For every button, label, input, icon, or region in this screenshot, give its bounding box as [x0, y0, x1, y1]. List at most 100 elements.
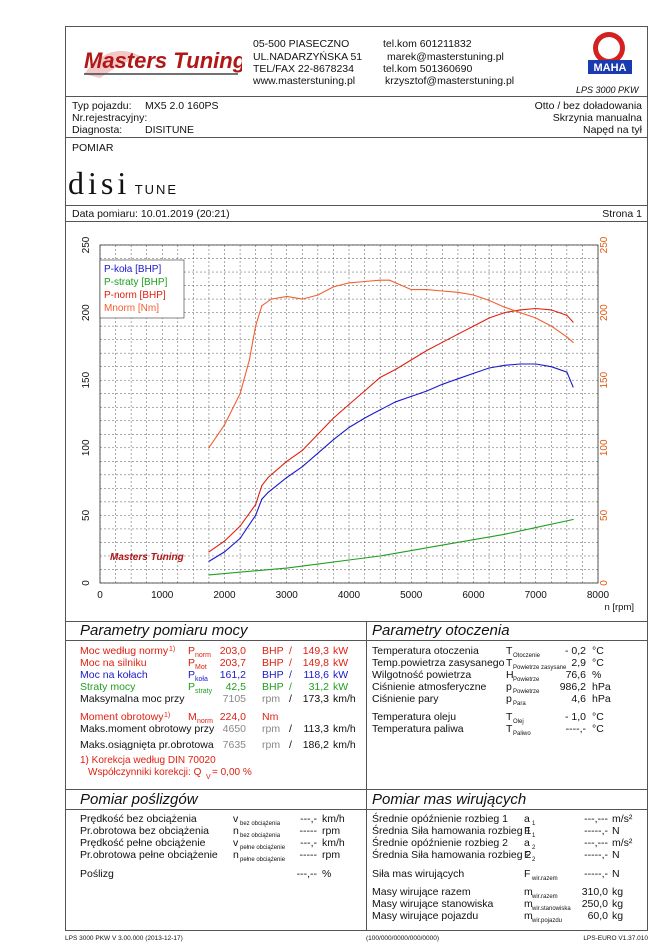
power-symbol: P — [188, 645, 196, 657]
series-point — [519, 309, 521, 311]
series-point — [332, 439, 335, 441]
series-point — [535, 317, 537, 319]
series-point — [410, 395, 412, 398]
series-point — [441, 544, 443, 546]
slip-symbol-sub: pełne obciążenie — [240, 845, 286, 851]
series-point — [426, 390, 428, 392]
power-row-label: Moc na silniku — [80, 657, 147, 669]
max_rpm-label: Maks.osiągnięta pr.obrotowa — [80, 739, 214, 751]
slip-title: Pomiar poślizgów — [80, 791, 198, 808]
series-point — [472, 294, 475, 296]
ambient-symbol-sub: Olej — [513, 719, 524, 725]
power-unit-1: BHP — [262, 645, 284, 657]
x-tick-label: 6000 — [462, 590, 485, 601]
y-tick-label-right: 150 — [599, 371, 610, 388]
power-unit-2: km/h — [333, 693, 356, 705]
mass-symbol: a — [524, 813, 530, 825]
series-point — [223, 540, 226, 542]
series-point — [379, 409, 381, 411]
separator: / — [289, 723, 292, 735]
power-params-title: Parametry pomiaru mocy — [80, 622, 248, 639]
series-point — [286, 476, 288, 479]
slip-label: Prędkość bez obciążenia — [80, 813, 197, 825]
brand-sub: TUNE — [134, 182, 179, 197]
ambient-symbol-sub: Para — [513, 701, 526, 707]
series-point — [267, 476, 269, 479]
address-line-4[interactable]: www.masterstuning.pl — [253, 75, 356, 87]
ambient-value: - 0,2 — [564, 645, 586, 657]
power-symbol-sub: koła — [195, 676, 208, 683]
footnote-marker: 1) — [169, 646, 176, 653]
vehicle-type-value: MX5 2.0 160PS — [145, 100, 219, 112]
mass-label: Średnia Siła hamowania rozbieg 2 — [372, 849, 532, 861]
series-point — [550, 366, 552, 368]
series-point — [239, 537, 241, 539]
contact-line-2[interactable]: marek@masterstuning.pl — [387, 51, 504, 63]
max_rpm-value-1: 7635 — [222, 739, 246, 751]
ambient-unit: hPa — [592, 681, 611, 693]
series-point — [395, 282, 397, 284]
mass-symbol-sub: wir.razem — [532, 894, 558, 900]
mass-symbol: F — [524, 849, 531, 861]
ambient-symbol-sub: Powietrze zasysane — [513, 665, 567, 671]
series-point — [301, 449, 303, 452]
divider — [65, 205, 648, 206]
correction-note: 1) Korekcja według DIN 70020 — [80, 755, 216, 766]
series-point — [472, 539, 475, 541]
series-point — [472, 325, 475, 327]
series-point — [566, 314, 568, 316]
measurement-date: Data pomiaru: 10.01.2019 (20:21) — [72, 208, 230, 220]
mass-value: ---,--- — [584, 813, 608, 825]
series-point — [441, 290, 443, 292]
divider — [366, 621, 367, 789]
series-point — [348, 282, 350, 284]
divider — [65, 789, 648, 790]
mass-unit: kg — [612, 910, 624, 922]
power-value-2: 149,8 — [302, 657, 329, 669]
slip-symbol: n — [233, 825, 239, 837]
series-point — [488, 317, 490, 319]
power-value-1: 42,5 — [225, 681, 246, 693]
masters-tuning-logo: Masters Tuning — [84, 48, 247, 78]
ambient-symbol: T — [506, 723, 513, 735]
mass-symbol: m — [524, 886, 533, 898]
mass-symbol-sub: 1 — [532, 833, 536, 839]
power-value-2: 173,3 — [302, 693, 329, 705]
series-point — [504, 364, 506, 366]
torque-symbol: M — [188, 711, 197, 723]
power-unit-2: kW — [333, 681, 349, 693]
mass-symbol: F — [524, 868, 531, 880]
mass-value: -----,- — [584, 825, 608, 837]
power-unit-1: BHP — [262, 669, 284, 681]
series-point — [572, 341, 574, 343]
series-point — [317, 452, 319, 454]
series-point — [535, 307, 537, 310]
power-row-label: Maksymalna moc przy — [80, 693, 185, 705]
power-unit-2: kW — [333, 645, 349, 657]
series-point — [286, 295, 288, 297]
power-value-2: 149,3 — [302, 645, 329, 657]
power-unit-2: kW — [333, 669, 349, 681]
ambient-label: Temperatura otoczenia — [372, 645, 479, 657]
ambient-symbol: T — [506, 657, 513, 669]
divider — [65, 96, 648, 97]
series-point — [223, 424, 226, 426]
series-point — [317, 563, 319, 565]
y-tick-label-right: 0 — [599, 580, 610, 586]
series-point — [348, 426, 350, 429]
ambient-unit: hPa — [592, 693, 611, 705]
series-point — [301, 466, 303, 468]
ambient-unit: % — [592, 669, 602, 681]
drive-type: Napęd na tył — [583, 124, 642, 136]
x-tick-label: 5000 — [400, 590, 423, 601]
charge-type: Otto / bez doładowania — [534, 100, 642, 112]
maha-logo: MAHA — [582, 30, 638, 84]
series-point — [504, 312, 506, 314]
slip-value: ----- — [299, 825, 317, 837]
power-value-2: 118,6 — [303, 669, 330, 681]
mass-unit: m/s² — [612, 837, 633, 849]
series-point — [248, 359, 250, 361]
contact-line-4[interactable]: krzysztof@masterstuning.pl — [385, 75, 515, 87]
series-point — [550, 325, 552, 327]
series-point — [286, 567, 288, 569]
